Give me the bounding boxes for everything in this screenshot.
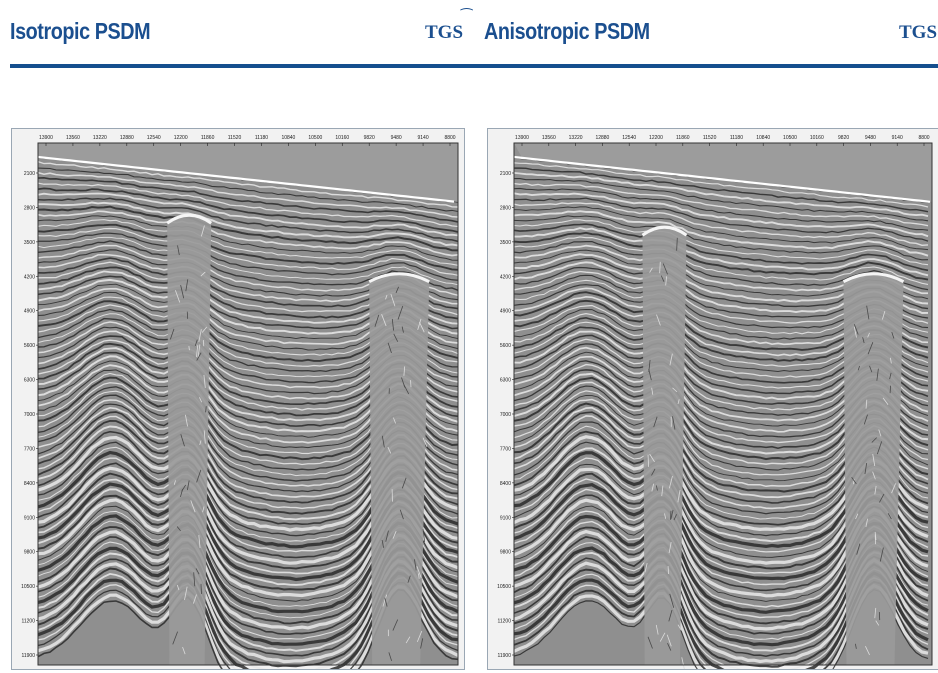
- depth-tick-label: 9100: [24, 515, 35, 521]
- top-tick-label: 12880: [120, 135, 134, 141]
- depth-tick-label: 9100: [500, 515, 511, 521]
- top-tick-label: 10160: [335, 135, 349, 141]
- left-seismic-image: 13900 13560 13220 12880 12540 12200 11860 11520…: [11, 128, 465, 670]
- top-tick-label: 12540: [147, 135, 161, 141]
- top-tick-label: 13220: [569, 135, 583, 141]
- depth-tick-label: 4900: [24, 309, 35, 315]
- left-header-rule: [10, 64, 472, 68]
- left-tgs-logo: TGS: [425, 22, 464, 43]
- right-panel-title: Anisotropic PSDM: [484, 18, 650, 44]
- depth-tick-label: 4200: [24, 274, 35, 280]
- top-tick-label: 11180: [255, 135, 268, 141]
- depth-tick-label: 7700: [500, 446, 511, 452]
- depth-tick-label: 7000: [24, 412, 35, 418]
- top-tick-label: 8800: [444, 135, 455, 141]
- top-tick-label: 10840: [281, 135, 295, 141]
- depth-tick-label: 5600: [24, 343, 35, 349]
- depth-tick-label: 3500: [500, 240, 511, 246]
- salt-bodies: [166, 213, 430, 665]
- depth-tick-label: 11900: [497, 653, 511, 659]
- depth-tick-label: 4200: [500, 274, 511, 280]
- top-tick-label: 9480: [865, 135, 876, 141]
- top-tick-label: 9140: [418, 135, 429, 141]
- top-tick-label: 9480: [391, 135, 402, 141]
- depth-tick-label: 3500: [24, 240, 35, 246]
- seabed-line: [513, 155, 931, 203]
- top-tick-label: 11860: [676, 135, 690, 141]
- water-column: [514, 143, 932, 202]
- depth-tick-label: 10500: [21, 584, 35, 590]
- depth-tick-label: 2800: [24, 205, 35, 211]
- top-tick-label: 13900: [515, 135, 529, 141]
- depth-tick-label: 7000: [500, 412, 511, 418]
- right-seismic-svg: 13900 13560 13220 12880 12540 12200 11860 11520…: [488, 129, 938, 669]
- depth-tick-label: 7700: [24, 446, 35, 452]
- top-tick-label: 10500: [783, 135, 797, 141]
- depth-tick-label: 4900: [500, 309, 511, 315]
- depth-tick-label: 9800: [500, 550, 511, 556]
- water-column: [38, 143, 458, 202]
- depth-tick-label: 8400: [500, 481, 511, 487]
- top-tick-label: 13560: [542, 135, 556, 141]
- top-tick-label: 12200: [649, 135, 663, 141]
- depth-tick-label: 11200: [21, 619, 35, 625]
- top-tick-label: 9820: [838, 135, 849, 141]
- top-tick-label: 11180: [730, 135, 743, 141]
- top-tick-label: 11520: [703, 135, 717, 141]
- top-tick-label: 8800: [918, 135, 929, 141]
- depth-tick-label: 2100: [500, 171, 511, 177]
- top-tick-label: 10500: [308, 135, 322, 141]
- top-tick-label: 11520: [228, 135, 242, 141]
- depth-tick-label: 8400: [24, 481, 35, 487]
- depth-tick-label: 2100: [24, 171, 35, 177]
- top-tick-label: 10160: [810, 135, 824, 141]
- depth-tick-label: 6300: [500, 378, 511, 384]
- seabed-line: [37, 155, 455, 203]
- top-tick-label: 9140: [892, 135, 903, 141]
- depth-tick-label: 6300: [24, 378, 35, 384]
- top-tick-label: 12540: [622, 135, 636, 141]
- left-panel-title: Isotropic PSDM: [10, 18, 151, 44]
- right-header-rule: [472, 64, 938, 68]
- top-tick-label: 13560: [66, 135, 80, 141]
- top-tick-label: 12880: [595, 135, 609, 141]
- tgs-swirl-icon: ⁀: [461, 9, 473, 25]
- depth-tick-label: 11900: [21, 653, 35, 659]
- left-seismic-svg: 13900 13560 13220 12880 12540 12200 11860 11520…: [12, 129, 464, 669]
- right-tgs-logo: TGS: [899, 22, 938, 43]
- depth-tick-label: 2800: [500, 205, 511, 211]
- right-seismic-image: 13900 13560 13220 12880 12540 12200 11860 11520…: [487, 128, 938, 670]
- top-tick-label: 11860: [201, 135, 215, 141]
- depth-tick-label: 9800: [24, 550, 35, 556]
- top-tick-label: 10840: [756, 135, 770, 141]
- depth-tick-label: 5600: [500, 343, 511, 349]
- depth-tick-label: 10500: [497, 584, 511, 590]
- depth-tick-label: 11200: [497, 619, 511, 625]
- top-tick-label: 9820: [364, 135, 375, 141]
- top-tick-label: 13220: [93, 135, 107, 141]
- top-tick-label: 12200: [174, 135, 188, 141]
- top-tick-label: 13900: [39, 135, 53, 141]
- salt-bodies: [641, 225, 905, 669]
